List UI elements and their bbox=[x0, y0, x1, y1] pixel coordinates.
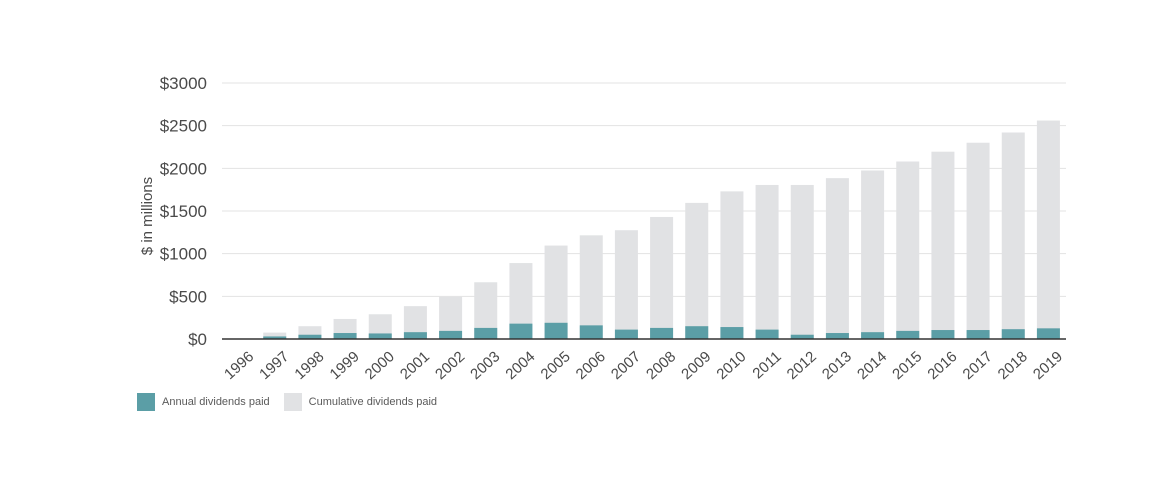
cumulative-bar-2012 bbox=[790, 184, 814, 339]
cumulative-bar-2013 bbox=[825, 178, 849, 339]
legend-item-annual: Annual dividends paid bbox=[137, 393, 270, 411]
legend-label-annual: Annual dividends paid bbox=[162, 396, 270, 408]
annual-bar-2006 bbox=[579, 325, 603, 339]
x-tick-label: 2014 bbox=[854, 348, 890, 383]
cumulative-bar-2009 bbox=[685, 202, 709, 339]
x-tick-label: 1996 bbox=[221, 348, 257, 383]
legend-item-cumulative: Cumulative dividends paid bbox=[283, 393, 438, 411]
x-tick-label: 2017 bbox=[960, 348, 996, 383]
cumulative-bar-2008 bbox=[650, 216, 674, 339]
legend-swatch-cumulative bbox=[283, 393, 302, 411]
annual-bar-2011 bbox=[755, 329, 779, 339]
annual-bar-1999 bbox=[333, 333, 357, 339]
annual-bar-2019 bbox=[1036, 328, 1060, 339]
x-tick-label: 1998 bbox=[291, 348, 327, 383]
cumulative-bar-2017 bbox=[966, 142, 990, 339]
annual-bar-2008 bbox=[650, 327, 674, 339]
x-tick-label: 2008 bbox=[643, 348, 679, 383]
legend-label-cumulative: Cumulative dividends paid bbox=[308, 396, 438, 408]
annual-bar-2003 bbox=[474, 327, 498, 339]
x-tick-label: 2007 bbox=[608, 348, 644, 383]
cumulative-bar-2004 bbox=[509, 263, 533, 339]
annual-bar-2014 bbox=[861, 332, 885, 339]
annual-bar-2002 bbox=[439, 330, 463, 339]
annual-bar-2004 bbox=[509, 323, 533, 339]
gridlines bbox=[222, 82, 1066, 297]
x-tick-label: 1999 bbox=[327, 348, 363, 383]
annual-bar-2016 bbox=[931, 330, 955, 339]
cumulative-bar-2001 bbox=[403, 306, 427, 339]
annual-bar-2009 bbox=[685, 326, 709, 339]
cumulative-bar-2018 bbox=[1001, 132, 1025, 339]
cumulative-bar-2014 bbox=[861, 170, 885, 339]
cumulative-bars bbox=[263, 120, 1060, 340]
annual-bar-2007 bbox=[614, 329, 638, 339]
cumulative-bar-2015 bbox=[896, 161, 920, 339]
annual-bar-2017 bbox=[966, 330, 990, 339]
annual-bars bbox=[263, 322, 1060, 339]
y-tick-label: $2500 bbox=[160, 117, 207, 136]
y-tick-label: $0 bbox=[188, 330, 207, 349]
x-tick-label: 2009 bbox=[678, 348, 714, 383]
cumulative-bar-2019 bbox=[1036, 120, 1060, 340]
cumulative-bar-2006 bbox=[579, 235, 603, 339]
x-tick-label: 2010 bbox=[713, 348, 749, 383]
annual-bar-2012 bbox=[790, 334, 814, 339]
cumulative-bar-2003 bbox=[474, 282, 498, 339]
cumulative-bar-2000 bbox=[368, 314, 392, 339]
y-tick-label: $2000 bbox=[160, 159, 207, 178]
y-tick-labels: $0 $500 $1000 $1500 $2000 $2500 $3000 bbox=[160, 74, 207, 349]
x-tick-label: 2004 bbox=[502, 348, 538, 383]
y-tick-label: $500 bbox=[169, 287, 207, 306]
x-tick-label: 2012 bbox=[784, 348, 820, 383]
y-axis-label: $ in millions bbox=[139, 177, 156, 255]
x-tick-label: 2006 bbox=[573, 348, 609, 383]
annual-bar-2005 bbox=[544, 322, 568, 339]
annual-bar-1997 bbox=[263, 336, 287, 339]
x-tick-label: 2013 bbox=[819, 348, 855, 383]
legend-swatch-annual bbox=[137, 393, 155, 411]
y-tick-label: $1500 bbox=[160, 202, 207, 221]
y-tick-label: $3000 bbox=[160, 74, 207, 93]
annual-bar-2015 bbox=[896, 330, 920, 339]
annual-bar-1998 bbox=[298, 334, 322, 339]
x-tick-label: 2003 bbox=[467, 348, 503, 383]
x-tick-label: 2000 bbox=[362, 348, 398, 383]
annual-bar-2000 bbox=[368, 333, 392, 339]
x-tick-labels: 1996199719981999200020012002200320042005… bbox=[221, 348, 1066, 383]
legend: Annual dividends paid Cumulative dividen… bbox=[137, 393, 451, 411]
x-tick-label: 2005 bbox=[538, 348, 574, 383]
x-tick-label: 2015 bbox=[889, 348, 925, 383]
cumulative-bar-2005 bbox=[544, 245, 568, 339]
cumulative-bar-2010 bbox=[720, 191, 744, 339]
cumulative-bar-2016 bbox=[931, 151, 955, 339]
cumulative-bar-2007 bbox=[614, 230, 638, 339]
annual-bar-2001 bbox=[403, 332, 427, 339]
x-tick-label: 2019 bbox=[1030, 348, 1066, 383]
cumulative-bar-1997 bbox=[263, 332, 287, 339]
annual-bar-2018 bbox=[1001, 329, 1025, 339]
x-tick-label: 2018 bbox=[995, 348, 1031, 383]
x-tick-label: 2002 bbox=[432, 348, 468, 383]
x-tick-label: 2011 bbox=[749, 348, 784, 382]
x-tick-label: 2016 bbox=[924, 348, 960, 383]
annual-bar-2013 bbox=[825, 333, 849, 339]
cumulative-bar-2002 bbox=[439, 296, 463, 339]
x-tick-label: 2001 bbox=[397, 348, 433, 383]
y-tick-label: $1000 bbox=[160, 245, 207, 264]
x-tick-label: 1997 bbox=[256, 348, 292, 383]
cumulative-bar-2011 bbox=[755, 184, 779, 339]
annual-bar-2010 bbox=[720, 327, 744, 339]
